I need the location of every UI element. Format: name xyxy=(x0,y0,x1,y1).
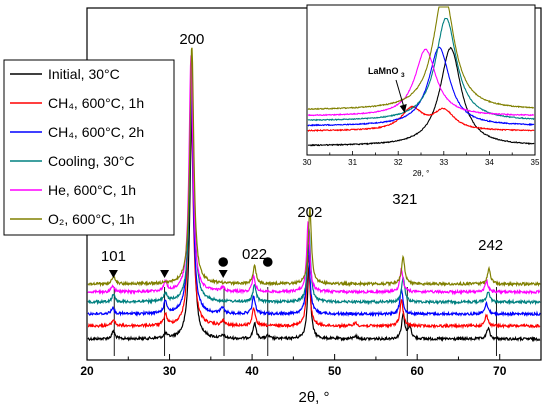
inset-background xyxy=(307,5,535,155)
main-series-line-4 xyxy=(87,66,541,306)
legend-entry-5: He, 600°C, 1h xyxy=(10,182,136,198)
legend-label: Initial, 30°C xyxy=(48,66,120,82)
inset-x-tick-label: 32 xyxy=(394,158,403,167)
reflection-label-101: 101 xyxy=(101,248,126,265)
legend-entry-3: CH₄, 600°C, 2h xyxy=(10,124,144,140)
legend: Initial, 30°C CH₄, 600°C, 1h CH₄, 600°C, 2… xyxy=(3,59,175,236)
phase-markers xyxy=(108,257,273,278)
reflection-label-022: 022 xyxy=(242,246,267,263)
lamno3-subscript: 3 xyxy=(401,72,405,79)
circle-marker-2 xyxy=(262,257,273,267)
main-x-tick-label: 60 xyxy=(411,364,425,378)
main-x-tick-label: 40 xyxy=(245,364,259,378)
main-series-line-1 xyxy=(87,107,541,343)
inset-series-line-5 xyxy=(307,48,535,117)
legend-label: CH₄, 600°C, 2h xyxy=(48,124,144,140)
inset-x-tick-label: 35 xyxy=(531,158,540,167)
legend-box xyxy=(3,59,175,236)
lamno3-arrowhead xyxy=(399,104,407,113)
reflection-label-321: 321 xyxy=(392,191,417,208)
legend-entry-2: CH₄, 600°C, 1h xyxy=(10,95,144,111)
circle-marker-1 xyxy=(218,257,228,267)
main-series-line-2 xyxy=(87,91,541,330)
legend-label: He, 600°C, 1h xyxy=(48,182,136,198)
inset-series-line-6 xyxy=(307,6,535,111)
reflection-label-242: 242 xyxy=(478,237,503,254)
main-series-line-3 xyxy=(87,77,541,318)
inset-series-group xyxy=(307,6,535,147)
main-series-line-5 xyxy=(87,55,541,296)
legend-label: CH₄, 600°C, 1h xyxy=(48,95,144,111)
triangle-marker-2 xyxy=(160,270,170,278)
lamno3-annotation: LaMnO 3 xyxy=(368,66,407,113)
legend-entry-6: O₂, 600°C, 1h xyxy=(10,211,135,227)
main-x-axis-label: 2θ, ° xyxy=(298,389,329,406)
main-x-axis: 20 30 40 50 60 70 xyxy=(80,354,542,378)
inset-x-tick-label: 31 xyxy=(348,158,357,167)
triangle-marker-3 xyxy=(218,270,228,278)
legend-entry-4: Cooling, 30°C xyxy=(10,153,135,169)
inset-x-tick-label: 33 xyxy=(439,158,448,167)
inset-series-line-2 xyxy=(307,105,535,133)
inset-series-line-1 xyxy=(307,46,535,147)
main-series-line-6 xyxy=(87,47,541,288)
main-x-tick-label: 20 xyxy=(80,364,94,378)
reflection-label-200: 200 xyxy=(179,31,204,48)
inset-plot: 30 31 32 33 34 35 2θ, ° LaMnO 3 xyxy=(303,4,540,178)
inset-x-tick-label: 30 xyxy=(303,158,312,167)
main-plot: 101 200 022 202 321 242 20 30 40 50 60 70 2θ, ° xyxy=(80,7,542,406)
reflection-label-202: 202 xyxy=(297,204,322,221)
triangle-marker-1 xyxy=(108,270,118,278)
main-x-tick-label: 70 xyxy=(493,364,507,378)
legend-label: Cooling, 30°C xyxy=(48,153,135,169)
inset-x-axis: 30 31 32 33 34 35 xyxy=(303,151,540,167)
legend-entry-1: Initial, 30°C xyxy=(10,66,120,82)
main-series-group xyxy=(87,47,541,343)
main-x-tick-label: 50 xyxy=(328,364,342,378)
lamno3-label: LaMnO xyxy=(368,66,399,76)
inset-x-axis-label: 2θ, ° xyxy=(413,169,430,178)
legend-label: O₂, 600°C, 1h xyxy=(48,211,135,227)
inset-x-tick-label: 34 xyxy=(485,158,494,167)
reflection-labels: 101 200 022 202 321 242 xyxy=(101,31,503,265)
main-x-tick-label: 30 xyxy=(163,364,177,378)
